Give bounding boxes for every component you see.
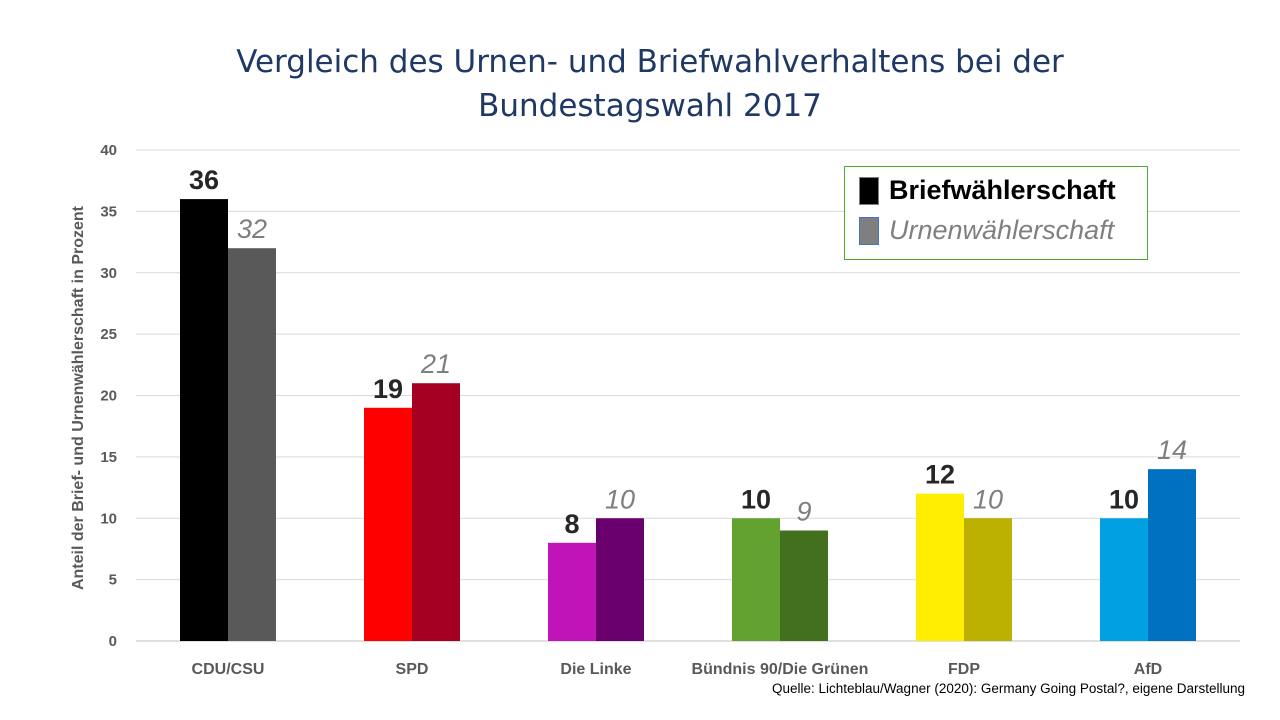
x-tick-label-spd: SPD [396, 661, 429, 678]
bar-urnenwaehlerschaft-cdu-csu [228, 248, 276, 641]
data-label-urnenwaehlerschaft-afd: 14 [1157, 435, 1187, 465]
data-label-urnenwaehlerschaft-fdp: 10 [973, 484, 1003, 514]
legend-item-briefwaehlerschaft: Briefwählerschaft [859, 175, 1116, 206]
bar-briefwaehlerschaft-cdu-csu [180, 199, 228, 641]
y-tick-label-15: 15 [100, 449, 117, 466]
bar-urnenwaehlerschaft-afd [1148, 469, 1196, 641]
bar-urnenwaehlerschaft-die-linke [596, 518, 644, 641]
legend-item-urnenwaehlerschaft: Urnenwählerschaft [859, 215, 1114, 246]
data-label-briefwaehlerschaft-cdu-csu: 36 [189, 165, 219, 195]
chart-title-line-1: Vergleich des Urnen- und Briefwahlverhal… [236, 44, 1064, 80]
legend: Briefwählerschaft Urnenwählerschaft [844, 166, 1148, 260]
data-label-urnenwaehlerschaft-buendnis-90-die-gruenen: 9 [796, 497, 811, 527]
y-tick-label-25: 25 [100, 326, 117, 343]
data-label-briefwaehlerschaft-spd: 19 [373, 374, 403, 404]
data-label-briefwaehlerschaft-afd: 10 [1109, 484, 1139, 514]
y-tick-label-20: 20 [100, 388, 117, 405]
bar-briefwaehlerschaft-die-linke [548, 542, 596, 641]
bar-briefwaehlerschaft-afd [1100, 518, 1148, 641]
y-tick-label-10: 10 [100, 510, 117, 527]
bar-urnenwaehlerschaft-spd [412, 383, 460, 641]
chart-title-line-2: Bundestagswahl 2017 [478, 88, 822, 124]
bar-briefwaehlerschaft-buendnis-90-die-gruenen [732, 518, 780, 641]
data-label-briefwaehlerschaft-die-linke: 8 [564, 509, 579, 539]
x-tick-label-buendnis-90-die-gruenen: Bündnis 90/Die Grünen [692, 661, 869, 678]
y-tick-label-0: 0 [109, 633, 117, 650]
data-label-urnenwaehlerschaft-spd: 21 [420, 349, 451, 379]
data-label-urnenwaehlerschaft-die-linke: 10 [605, 484, 635, 514]
y-tick-label-30: 30 [100, 265, 117, 282]
legend-swatch-briefwaehlerschaft [859, 176, 879, 205]
x-tick-label-die-linke: Die Linke [560, 661, 631, 678]
bar-urnenwaehlerschaft-fdp [964, 518, 1012, 641]
x-tick-label-cdu-csu: CDU/CSU [192, 661, 265, 678]
chart-title: Vergleich des Urnen- und Briefwahlverhal… [0, 40, 1280, 128]
legend-swatch-urnenwaehlerschaft [859, 216, 879, 245]
x-tick-label-afd: AfD [1134, 661, 1162, 678]
y-tick-label-5: 5 [109, 572, 117, 589]
data-label-urnenwaehlerschaft-cdu-csu: 32 [237, 214, 267, 244]
y-tick-label-35: 35 [100, 203, 117, 220]
bar-briefwaehlerschaft-spd [364, 407, 412, 641]
data-label-briefwaehlerschaft-fdp: 12 [925, 460, 955, 490]
bar-briefwaehlerschaft-fdp [916, 493, 964, 641]
y-tick-label-40: 40 [100, 142, 117, 159]
source-note: Quelle: Lichteblau/Wagner (2020): German… [771, 681, 1245, 696]
bar-urnenwaehlerschaft-buendnis-90-die-gruenen [780, 530, 828, 641]
legend-label-briefwaehlerschaft: Briefwählerschaft [889, 175, 1116, 205]
legend-label-urnenwaehlerschaft: Urnenwählerschaft [889, 215, 1115, 245]
data-label-briefwaehlerschaft-buendnis-90-die-gruenen: 10 [741, 484, 771, 514]
x-tick-label-fdp: FDP [948, 661, 980, 678]
